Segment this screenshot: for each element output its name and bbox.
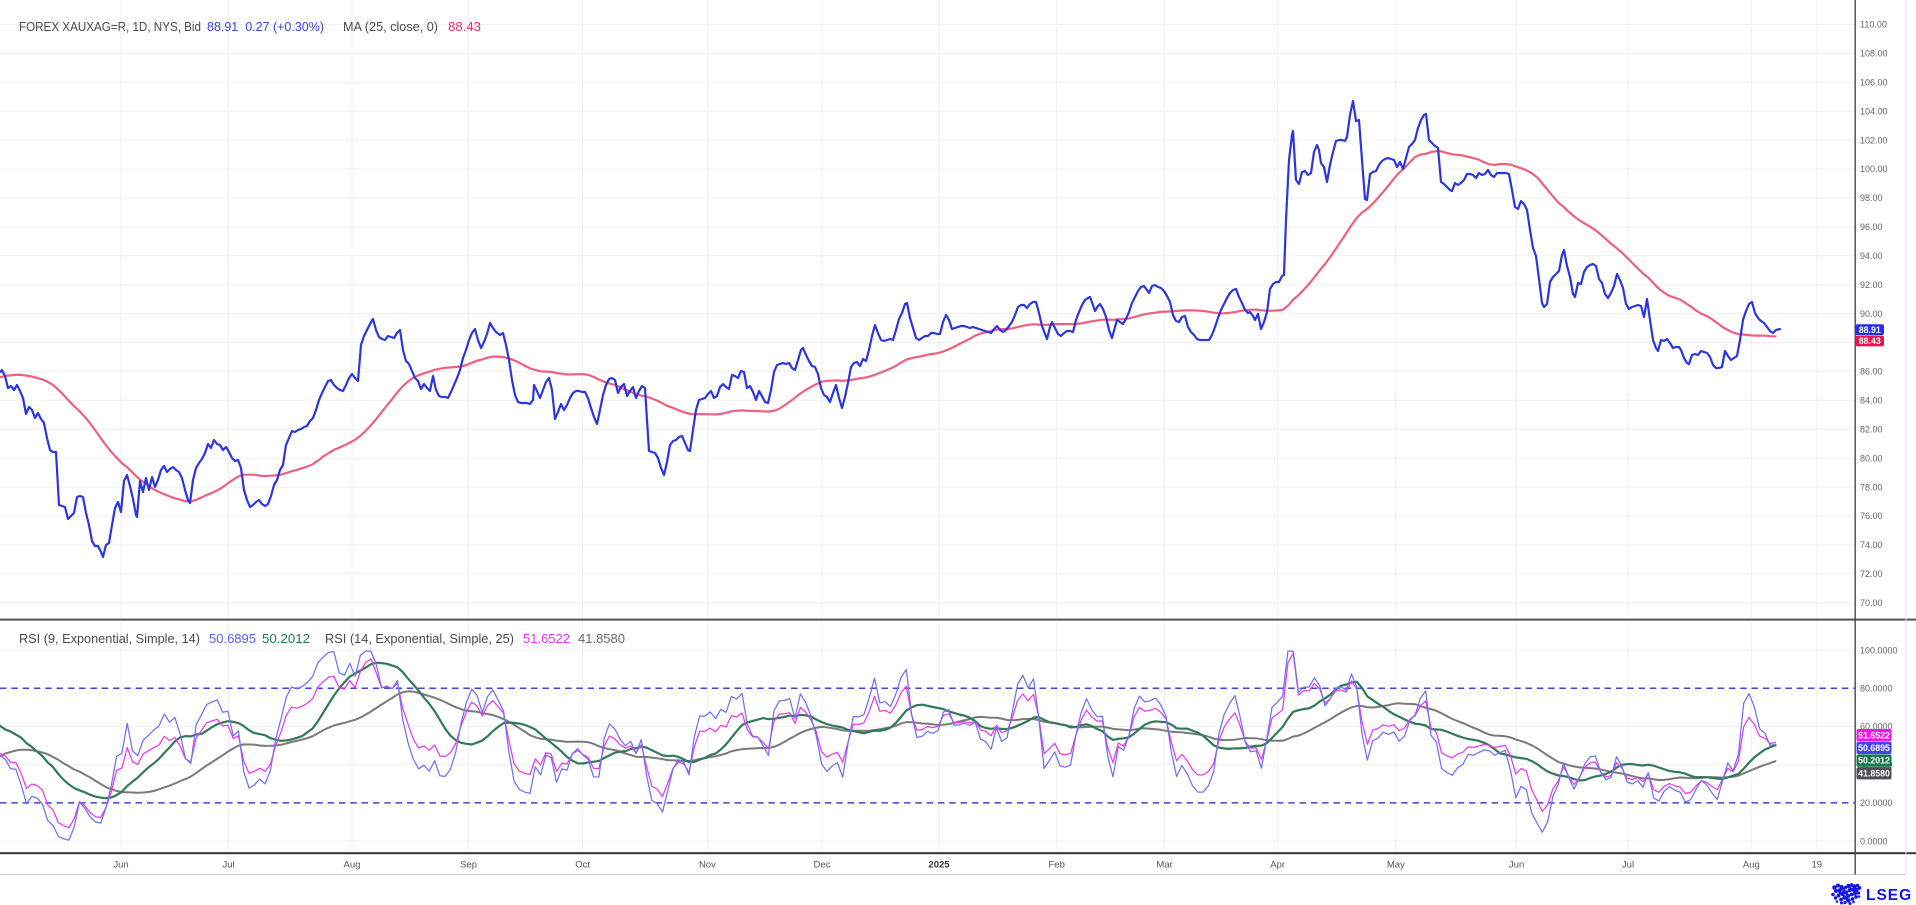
- svg-text:80.00: 80.00: [1860, 453, 1883, 463]
- svg-text:50.2012: 50.2012: [1858, 756, 1890, 766]
- svg-text:88.43: 88.43: [1859, 336, 1881, 346]
- svg-text:76.00: 76.00: [1860, 511, 1883, 521]
- svg-text:90.00: 90.00: [1860, 309, 1883, 319]
- svg-text:0.0000: 0.0000: [1860, 836, 1888, 846]
- svg-text:MA (25, close, 0): MA (25, close, 0): [343, 19, 438, 34]
- svg-text:60.0000: 60.0000: [1860, 722, 1893, 732]
- svg-text:Jun: Jun: [1509, 860, 1524, 871]
- svg-text:96.00: 96.00: [1860, 222, 1883, 232]
- svg-text:19: 19: [1812, 860, 1823, 871]
- svg-text:51.6522: 51.6522: [1858, 730, 1890, 740]
- svg-text:72.00: 72.00: [1860, 569, 1883, 579]
- svg-text:41.8580: 41.8580: [578, 631, 625, 646]
- svg-text:2025: 2025: [928, 860, 950, 871]
- svg-text:Dec: Dec: [814, 860, 831, 871]
- svg-text:51.6522: 51.6522: [523, 631, 570, 646]
- svg-text:Nov: Nov: [699, 860, 716, 871]
- svg-text:Aug: Aug: [1743, 860, 1760, 871]
- svg-text:100.00: 100.00: [1860, 164, 1888, 174]
- svg-text:88.43: 88.43: [448, 19, 481, 34]
- svg-text:88.91: 88.91: [1859, 325, 1881, 335]
- svg-text:102.00: 102.00: [1860, 135, 1888, 145]
- svg-text:84.00: 84.00: [1860, 396, 1883, 406]
- svg-text:108.00: 108.00: [1860, 49, 1888, 59]
- svg-text:Mar: Mar: [1156, 860, 1172, 871]
- svg-text:78.00: 78.00: [1860, 482, 1883, 492]
- svg-text:74.00: 74.00: [1860, 540, 1883, 550]
- svg-text:Feb: Feb: [1049, 860, 1065, 871]
- svg-text:100.0000: 100.0000: [1860, 645, 1898, 655]
- svg-text:82.00: 82.00: [1860, 424, 1883, 434]
- svg-text:May: May: [1387, 860, 1405, 871]
- svg-text:RSI (14, Exponential, Simple,: RSI (14, Exponential, Simple, 25): [325, 631, 514, 646]
- svg-text:20.0000: 20.0000: [1860, 798, 1893, 808]
- svg-text:Jul: Jul: [223, 860, 235, 871]
- svg-text:110.00: 110.00: [1860, 20, 1887, 30]
- svg-text:Jul: Jul: [1622, 860, 1634, 871]
- svg-text:FOREX XAUXAG=R, 1D, NYS, Bid: FOREX XAUXAG=R, 1D, NYS, Bid: [19, 19, 201, 34]
- svg-text:98.00: 98.00: [1860, 193, 1883, 203]
- svg-text:RSI (9, Exponential, Simple, 1: RSI (9, Exponential, Simple, 14): [19, 631, 200, 646]
- svg-text:88.91 0.27 (+0.30%): 88.91 0.27 (+0.30%): [207, 19, 324, 34]
- svg-text:Oct: Oct: [575, 860, 590, 871]
- svg-text:80.0000: 80.0000: [1860, 684, 1893, 694]
- svg-text:50.2012: 50.2012: [262, 631, 310, 646]
- svg-text:Aug: Aug: [344, 860, 361, 871]
- svg-text:Apr: Apr: [1270, 860, 1285, 871]
- svg-text:41.8580: 41.8580: [1858, 768, 1890, 778]
- svg-text:92.00: 92.00: [1860, 280, 1883, 290]
- svg-text:50.6895: 50.6895: [1858, 743, 1890, 753]
- svg-text:Sep: Sep: [460, 860, 477, 871]
- svg-text:LSEG: LSEG: [1866, 887, 1912, 904]
- svg-text:50.6895: 50.6895: [209, 631, 256, 646]
- svg-text:94.00: 94.00: [1860, 251, 1883, 261]
- svg-text:104.00: 104.00: [1860, 106, 1888, 116]
- svg-text:70.00: 70.00: [1860, 598, 1883, 608]
- svg-text:106.00: 106.00: [1860, 78, 1888, 88]
- svg-text:Jun: Jun: [113, 860, 128, 871]
- svg-text:86.00: 86.00: [1860, 367, 1883, 377]
